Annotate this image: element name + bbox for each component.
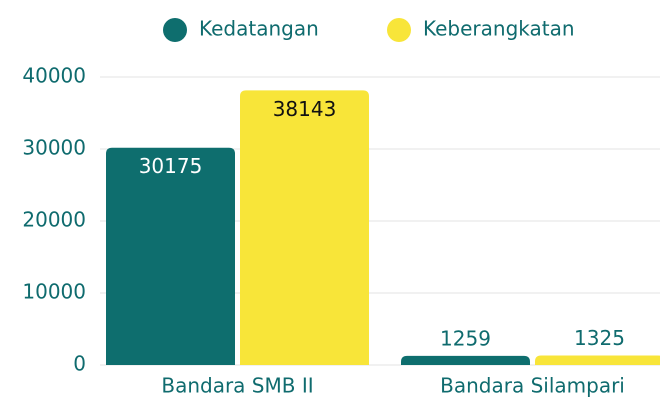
y-tick-label: 0 <box>73 352 86 376</box>
y-tick-label: 20000 <box>22 208 86 232</box>
legend-swatch <box>163 18 187 42</box>
x-tick-label: Bandara Silampari <box>440 374 625 398</box>
data-label: 1259 <box>440 326 491 350</box>
legend-label: Keberangkatan <box>423 17 575 41</box>
bar <box>535 355 660 365</box>
legend-label: Kedatangan <box>199 17 319 41</box>
y-tick-label: 10000 <box>22 280 86 304</box>
y-tick-label: 30000 <box>22 136 86 160</box>
bar <box>401 355 530 365</box>
data-label: 1325 <box>574 326 625 350</box>
y-tick-label: 40000 <box>22 64 86 88</box>
legend-swatch <box>387 18 411 42</box>
bar <box>240 90 369 366</box>
data-label: 38143 <box>273 97 337 121</box>
data-label: 30175 <box>139 154 203 178</box>
x-tick-label: Bandara SMB II <box>161 374 313 398</box>
bar <box>106 147 235 365</box>
